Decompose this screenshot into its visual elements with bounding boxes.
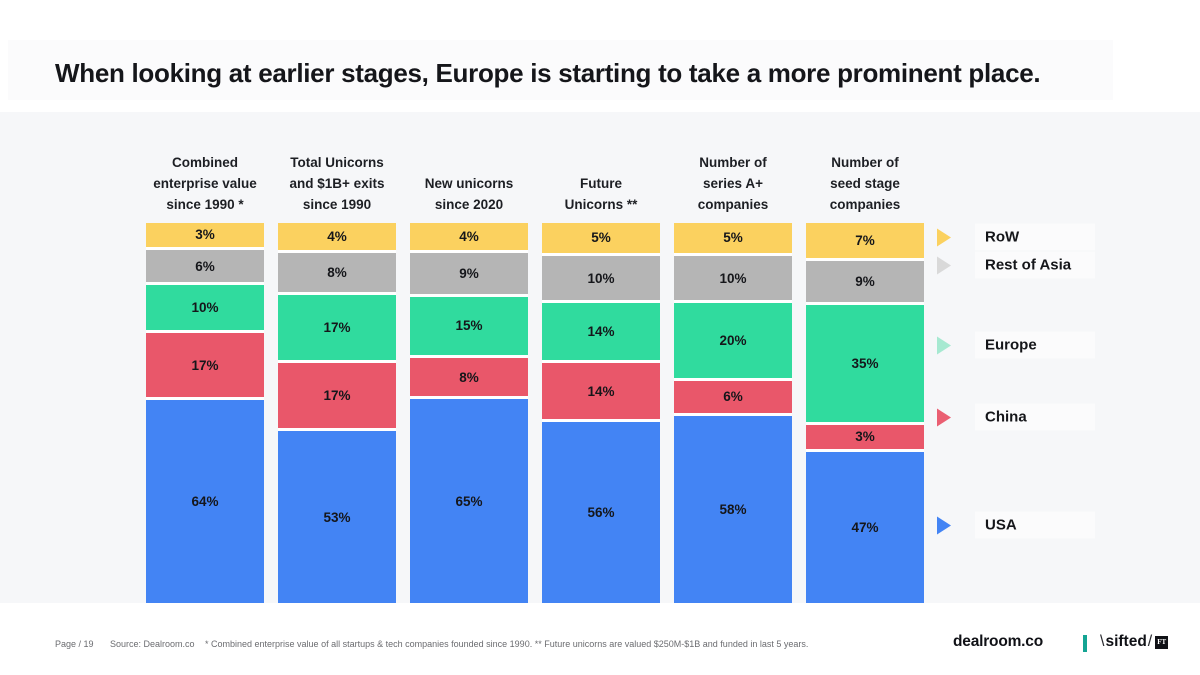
bar-segment-europe: 20% [674,303,792,378]
sifted-name: sifted [1105,633,1147,650]
bar-segment-china: 8% [410,358,528,397]
bar-segment-usa: 64% [146,400,264,603]
column-header: Future Unicorns ** [564,176,638,212]
column-header: Number of seed stage companies [829,155,901,212]
page-title: When looking at earlier stages, Europe i… [55,58,1041,88]
legend-item-row: RoW [937,223,1095,251]
bar-segment-europe: 35% [806,305,924,422]
column-header: Number of series A+ companies [697,155,769,212]
bar-segment-usa: 65% [410,399,528,603]
bar-segment-row: 4% [410,223,528,250]
logo-divider [1083,635,1087,652]
legend-label: Europe [975,331,1095,359]
legend-arrow-icon [937,336,951,354]
stacked-bar: 4% 9% 15% 8% 65% [410,223,528,603]
legend-item-rest-of-asia: Rest of Asia [937,251,1095,279]
source-label: Source: Dealroom.co [110,639,195,649]
bar-segment-row: 7% [806,223,924,259]
bar-segment-europe: 15% [410,296,528,356]
bar-columns: Combined enterprise value since 1990 * 3%… [146,150,924,603]
bar-segment-china: 17% [146,332,264,398]
legend-item-europe: Europe [937,331,1095,359]
bar-segment-china: 6% [674,380,792,414]
bar-segment-row: 5% [542,223,660,253]
dealroom-logo: dealroom.co [953,633,1043,650]
stacked-bar: 7% 9% 35% 3% 47% [806,223,924,603]
bar-column: New unicorns since 2020 4% 9% 15% 8% 65% [410,150,528,603]
bar-segment-europe: 17% [278,294,396,360]
bar-segment-usa: 47% [806,451,924,603]
bar-segment-rest-of-asia: 9% [806,261,924,303]
title-band [8,40,1113,100]
bar-segment-europe: 14% [542,303,660,360]
column-header: Combined enterprise value since 1990 * [153,155,257,212]
bar-column: Future Unicorns ** 5% 10% 14% 14% 56% [542,150,660,603]
bar-segment-row: 3% [146,223,264,247]
bar-segment-rest-of-asia: 10% [674,255,792,301]
bar-segment-row: 5% [674,223,792,253]
ft-logo-icon: FT [1155,635,1169,649]
legend-item-usa: USA [937,511,1095,539]
page-number: Page / 19 [55,639,94,649]
bar-segment-rest-of-asia: 9% [410,252,528,294]
sifted-logo: \ sifted / FT [1099,633,1169,651]
bar-column: Number of series A+ companies 5% 10% 20% 6% 5… [674,150,792,603]
bar-segment-usa: 58% [674,416,792,603]
sifted-slash: / [1147,633,1153,650]
sifted-backslash: \ [1100,633,1105,650]
legend-item-china: China [937,403,1095,431]
bar-segment-row: 4% [278,223,396,250]
bar-segment-china: 3% [806,424,924,449]
stacked-bar: 4% 8% 17% 17% 53% [278,223,396,603]
chart-panel: Combined enterprise value since 1990 * 3%… [0,112,1200,603]
bar-segment-rest-of-asia: 10% [542,255,660,301]
bar-segment-china: 17% [278,362,396,429]
bar-segment-usa: 56% [542,422,660,603]
footnote: * Combined enterprise value of all start… [205,639,809,649]
bar-segment-usa: 53% [278,431,396,603]
stacked-bar: 5% 10% 20% 6% 58% [674,223,792,603]
legend-label: USA [975,511,1095,539]
legend-arrow-icon [937,256,951,274]
bar-segment-rest-of-asia: 8% [278,252,396,292]
legend-label: RoW [975,223,1095,251]
bar-column: Number of seed stage companies 7% 9% 35% 3% 4… [806,150,924,603]
legend-label: Rest of Asia [975,251,1095,279]
column-header: Total Unicorns and $1B+ exits since 1990 [289,155,385,212]
stacked-bar: 5% 10% 14% 14% 56% [542,223,660,603]
bar-segment-china: 14% [542,362,660,420]
stacked-bar: 3% 6% 10% 17% 64% [146,223,264,603]
bar-column: Total Unicorns and $1B+ exits since 1990… [278,150,396,603]
legend-arrow-icon [937,516,951,534]
bar-segment-rest-of-asia: 6% [146,249,264,283]
column-header: New unicorns since 2020 [424,176,514,212]
bar-segment-europe: 10% [146,285,264,330]
bar-column: Combined enterprise value since 1990 * 3%… [146,150,264,603]
legend-arrow-icon [937,228,951,246]
legend-label: China [975,403,1095,431]
legend-arrow-icon [937,408,951,426]
